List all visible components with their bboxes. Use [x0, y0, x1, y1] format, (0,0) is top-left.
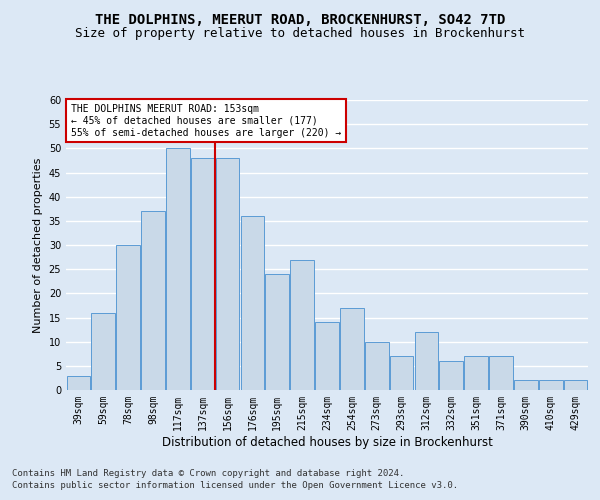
- Bar: [67, 376, 90, 390]
- Bar: [116, 245, 140, 390]
- Text: Contains HM Land Registry data © Crown copyright and database right 2024.: Contains HM Land Registry data © Crown c…: [12, 468, 404, 477]
- Bar: [216, 158, 239, 390]
- Bar: [290, 260, 314, 390]
- Bar: [265, 274, 289, 390]
- Bar: [315, 322, 339, 390]
- Bar: [141, 211, 165, 390]
- Bar: [464, 356, 488, 390]
- Bar: [539, 380, 563, 390]
- Bar: [91, 312, 115, 390]
- Bar: [489, 356, 513, 390]
- Bar: [514, 380, 538, 390]
- Bar: [415, 332, 438, 390]
- Bar: [564, 380, 587, 390]
- Bar: [439, 361, 463, 390]
- Y-axis label: Number of detached properties: Number of detached properties: [33, 158, 43, 332]
- Bar: [241, 216, 264, 390]
- Text: Contains public sector information licensed under the Open Government Licence v3: Contains public sector information licen…: [12, 481, 458, 490]
- Bar: [166, 148, 190, 390]
- Bar: [340, 308, 364, 390]
- Text: THE DOLPHINS MEERUT ROAD: 153sqm
← 45% of detached houses are smaller (177)
55% : THE DOLPHINS MEERUT ROAD: 153sqm ← 45% o…: [71, 104, 341, 138]
- Text: Size of property relative to detached houses in Brockenhurst: Size of property relative to detached ho…: [75, 28, 525, 40]
- X-axis label: Distribution of detached houses by size in Brockenhurst: Distribution of detached houses by size …: [161, 436, 493, 448]
- Bar: [365, 342, 389, 390]
- Bar: [191, 158, 215, 390]
- Text: THE DOLPHINS, MEERUT ROAD, BROCKENHURST, SO42 7TD: THE DOLPHINS, MEERUT ROAD, BROCKENHURST,…: [95, 12, 505, 26]
- Bar: [390, 356, 413, 390]
